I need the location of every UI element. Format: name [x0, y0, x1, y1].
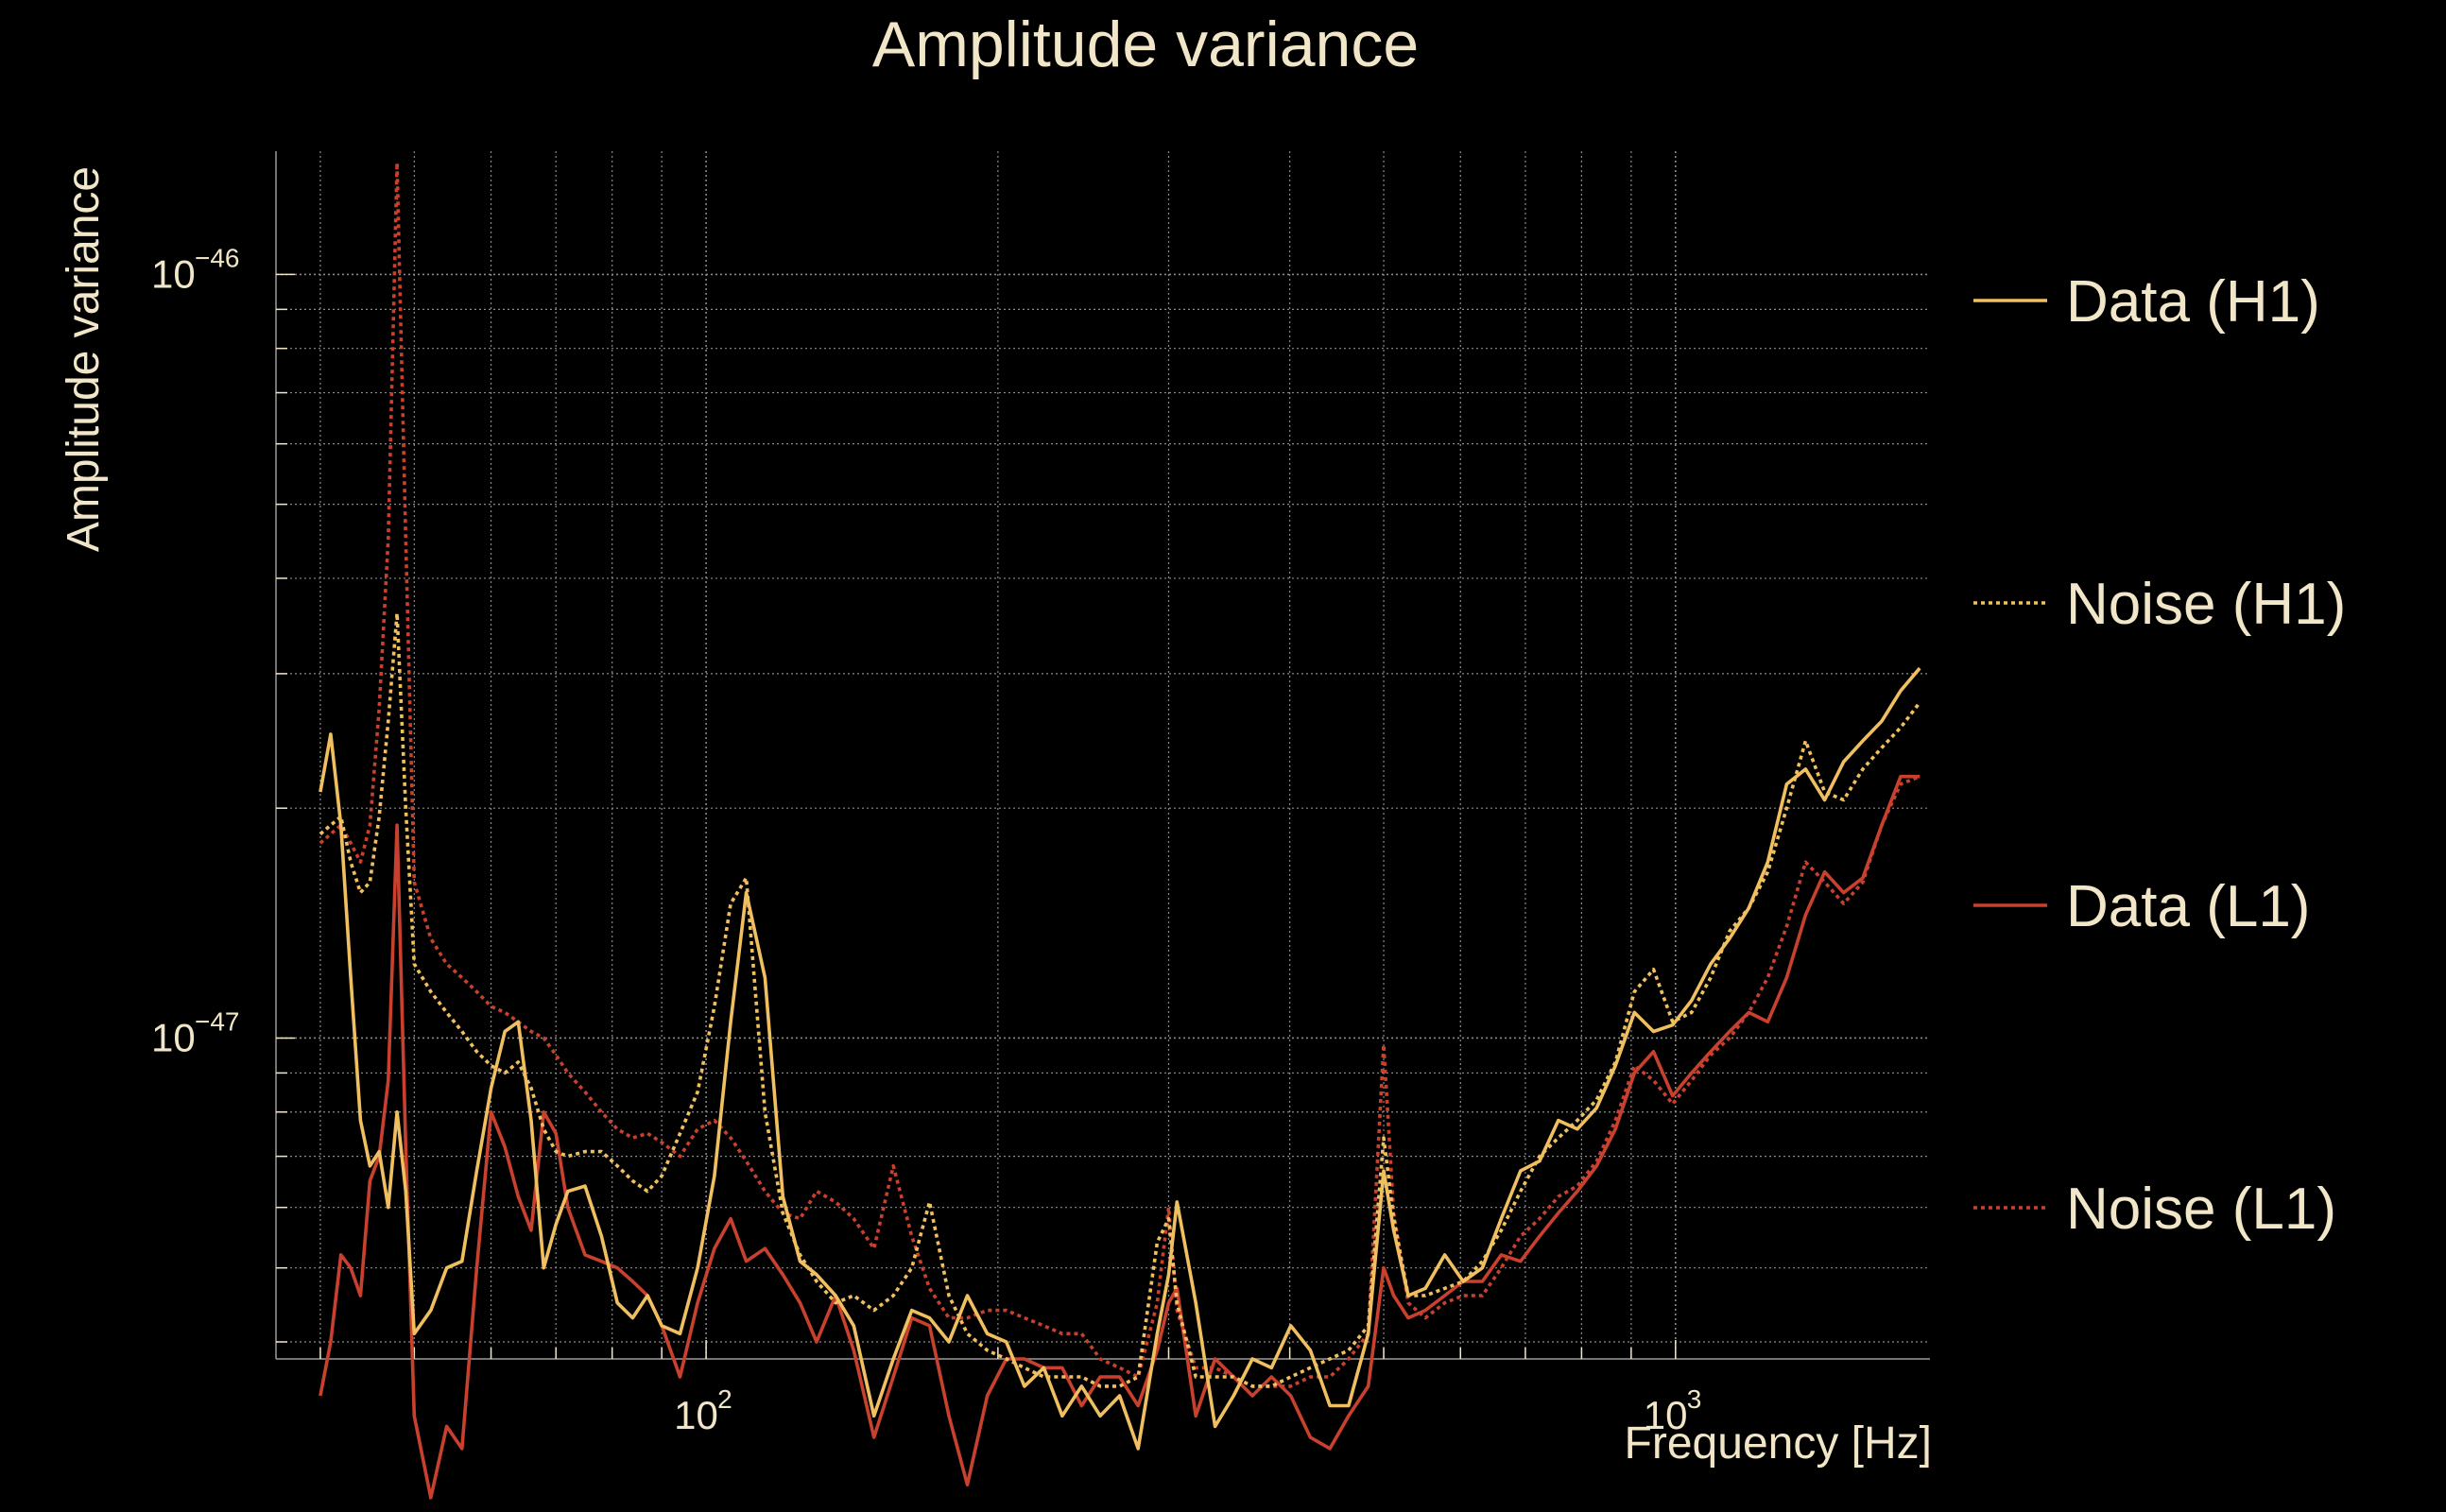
x-tick-label: 10 [674, 1393, 718, 1437]
series-line-noise-l1 [319, 161, 1921, 1388]
legend-label: Noise (H1) [2066, 572, 2346, 637]
x-axis-label: Frequency [Hz] [1625, 1418, 1932, 1469]
x-tick-label: 10 [1644, 1393, 1688, 1437]
y-tick-label: 10 [151, 251, 196, 296]
series-line-data-h1 [319, 666, 1921, 1451]
legend-label: Data (L1) [2066, 874, 2310, 939]
axes [275, 151, 1930, 1360]
y-axis-label: Amplitude variance [59, 166, 109, 552]
chart-title: Amplitude variance [872, 9, 1419, 80]
legend: Data (H1) Noise (H1) Data (L1) Noise (L1) [1973, 269, 2346, 1242]
grid [276, 151, 1930, 1359]
legend-label: Noise (L1) [2066, 1177, 2336, 1242]
series-line-noise-h1 [319, 611, 1921, 1388]
y-tick-label: 10 [151, 1015, 196, 1059]
y-tick-exponent: −47 [195, 1006, 240, 1036]
x-tick-exponent: 2 [717, 1384, 732, 1414]
series-lines [319, 161, 1921, 1500]
y-tick-exponent: −46 [195, 243, 240, 272]
series-line-data-l1 [319, 774, 1921, 1500]
x-tick-exponent: 3 [1687, 1384, 1702, 1414]
legend-label: Data (H1) [2066, 269, 2320, 335]
